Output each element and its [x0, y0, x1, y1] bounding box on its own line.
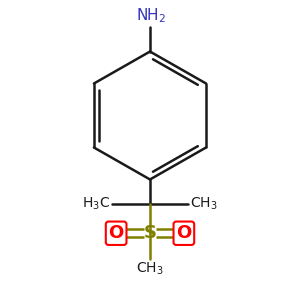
Text: O: O [176, 224, 191, 242]
Text: CH$_3$: CH$_3$ [190, 196, 218, 212]
Text: O: O [109, 224, 124, 242]
Text: S: S [143, 224, 157, 242]
Text: CH$_3$: CH$_3$ [136, 261, 164, 277]
Text: NH$_2$: NH$_2$ [136, 7, 166, 26]
Text: H$_3$C: H$_3$C [82, 196, 110, 212]
